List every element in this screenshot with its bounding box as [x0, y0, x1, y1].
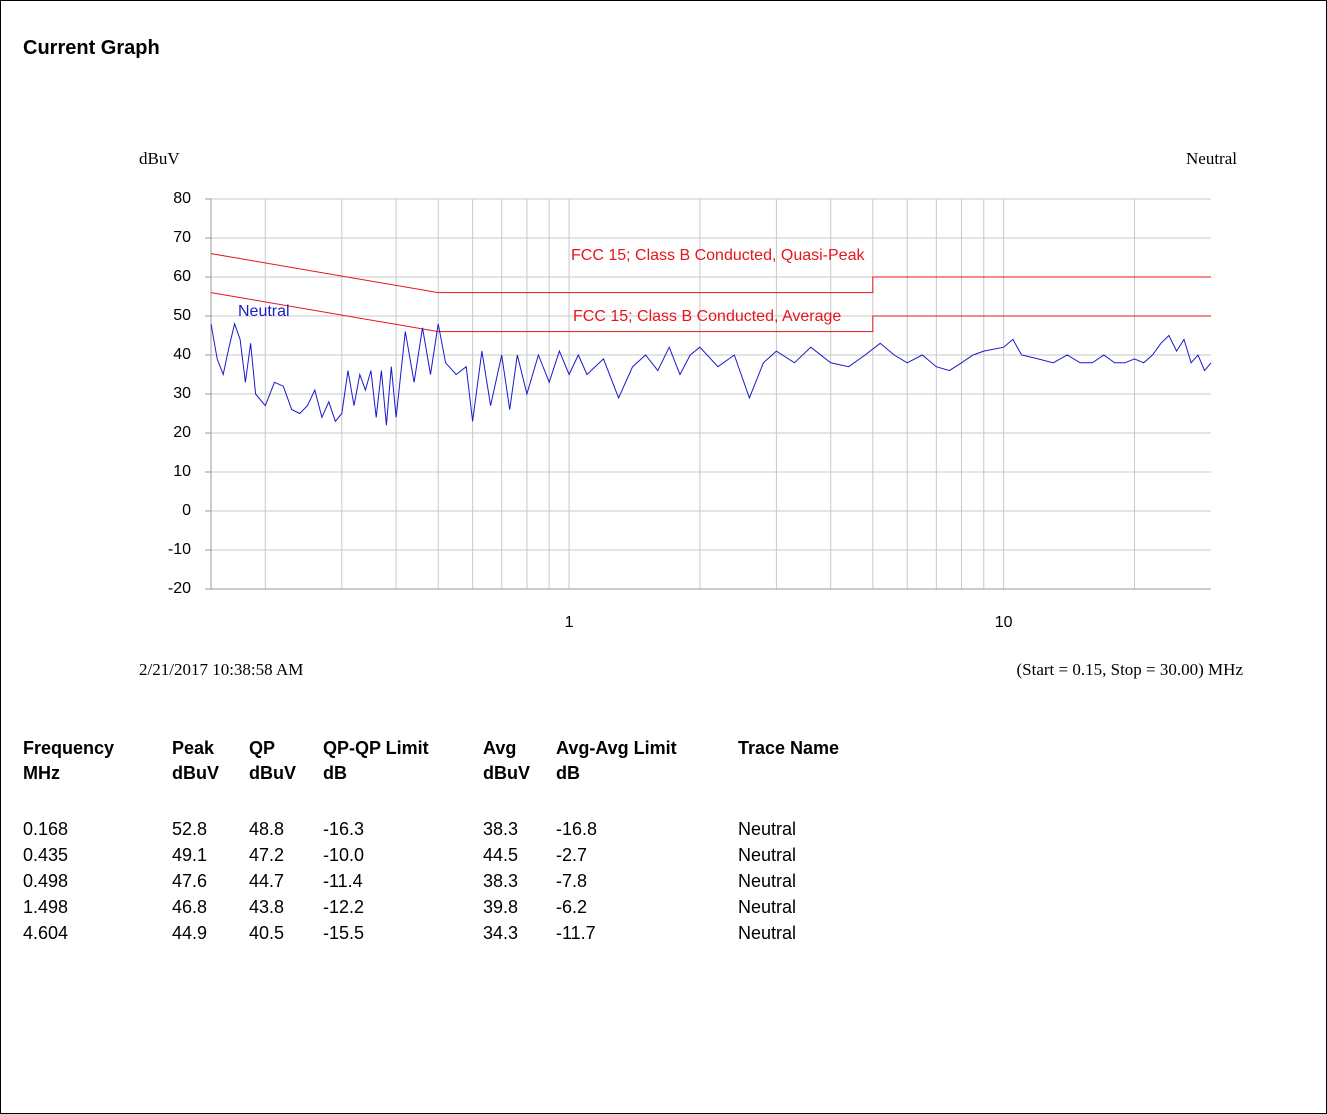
y-tick-label: 80: [173, 190, 191, 207]
column-unit: dBuV: [483, 763, 530, 783]
table-cell: Neutral: [738, 871, 797, 891]
trace-title: Neutral: [1186, 149, 1237, 168]
y-tick-label: 10: [173, 463, 191, 480]
table-cell: 44.7: [249, 871, 285, 891]
table-cell: 38.3: [483, 871, 519, 891]
y-tick-label: 30: [173, 385, 191, 402]
table-cell: 43.8: [249, 897, 285, 917]
column-unit: dBuV: [172, 763, 219, 783]
column-unit: MHz: [23, 763, 60, 783]
table-cell: 40.5: [249, 923, 285, 943]
series-label: FCC 15; Class B Conducted, Quasi-Peak: [571, 247, 865, 264]
table-cell: -15.5: [323, 923, 365, 943]
column-header: QP: [249, 738, 276, 758]
table-cell: -11.7: [556, 923, 596, 943]
series-label: Neutral: [238, 303, 290, 320]
table-cell: -11.4: [323, 871, 363, 891]
y-tick-label: 70: [173, 229, 191, 246]
column-header: Avg-Avg Limit: [556, 738, 677, 758]
y-tick-label: 60: [173, 268, 191, 285]
table-cell: 38.3: [483, 819, 519, 839]
column-unit: dBuV: [249, 763, 296, 783]
table-cell: Neutral: [738, 819, 797, 839]
series-line: [210, 322, 1212, 426]
table-cell: 52.8: [172, 819, 208, 839]
table-cell: 34.3: [483, 923, 519, 943]
table-cell: 0.168: [23, 819, 69, 839]
table-cell: -2.7: [556, 845, 588, 865]
y-tick-label: 20: [173, 424, 191, 441]
y-tick-label: 50: [173, 307, 191, 324]
column-header: Trace Name: [738, 738, 840, 758]
column-header: Frequency: [23, 738, 115, 758]
column-unit: dB: [556, 763, 580, 783]
table-cell: -12.2: [323, 897, 365, 917]
table-cell: 0.435: [23, 845, 69, 865]
table-cell: 0.498: [23, 871, 69, 891]
table-cell: 39.8: [483, 897, 519, 917]
table-cell: -16.8: [556, 819, 598, 839]
column-unit: dB: [323, 763, 347, 783]
table-cell: 47.6: [172, 871, 208, 891]
y-axis-label: dBuV: [139, 149, 180, 168]
table-cell: 1.498: [23, 897, 69, 917]
table-cell: 4.604: [23, 923, 69, 943]
column-header: Peak: [172, 738, 215, 758]
table-cell: Neutral: [738, 923, 797, 943]
table-cell: Neutral: [738, 845, 797, 865]
x-tick-label: 1: [565, 614, 574, 631]
column-header: QP-QP Limit: [323, 738, 429, 758]
y-tick-label: 40: [173, 346, 191, 363]
table-cell: -16.3: [323, 819, 365, 839]
series-line: [210, 253, 1211, 294]
table-cell: 44.9: [172, 923, 208, 943]
table-cell: 46.8: [172, 897, 208, 917]
column-header: Avg: [483, 738, 517, 758]
range-note: (Start = 0.15, Stop = 30.00) MHz: [1017, 660, 1244, 679]
table-cell: 48.8: [249, 819, 285, 839]
x-tick-label: 10: [995, 614, 1013, 631]
table-cell: -6.2: [556, 897, 588, 917]
page-title: Current Graph: [23, 37, 160, 59]
table-cell: -10.0: [323, 845, 365, 865]
date: 2/21/2017 10:38:58 AM: [139, 660, 303, 679]
series-label: FCC 15; Class B Conducted, Average: [573, 308, 841, 325]
table-cell: 47.2: [249, 845, 285, 865]
series-line: [210, 292, 1211, 333]
table-cell: 49.1: [172, 845, 208, 865]
table-cell: Neutral: [738, 897, 797, 917]
y-tick-label: 0: [182, 502, 191, 519]
y-tick-label: -10: [168, 541, 191, 558]
table-cell: 44.5: [483, 845, 519, 865]
y-tick-label: -20: [168, 580, 191, 597]
table-cell: -7.8: [556, 871, 588, 891]
